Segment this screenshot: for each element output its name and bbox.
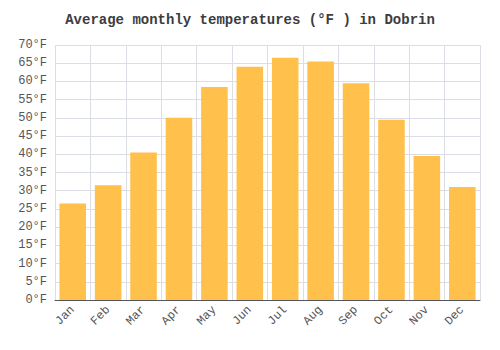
svg-text:55°F: 55°F [18,93,47,107]
svg-text:Nov: Nov [407,303,432,328]
svg-text:Oct: Oct [371,303,396,328]
svg-text:Jun: Jun [230,303,255,328]
svg-text:Average monthly temperatures (: Average monthly temperatures (°F ) in Do… [65,12,435,28]
svg-text:15°F: 15°F [18,238,47,252]
svg-text:70°F: 70°F [18,38,47,52]
svg-text:May: May [194,303,219,328]
svg-text:Feb: Feb [88,303,113,328]
svg-text:Jul: Jul [265,303,290,328]
svg-text:5°F: 5°F [25,275,47,289]
svg-text:45°F: 45°F [18,129,47,143]
svg-text:Aug: Aug [300,303,325,328]
svg-text:Jan: Jan [53,303,78,328]
svg-text:Dec: Dec [442,303,467,328]
svg-text:Mar: Mar [123,303,148,328]
svg-text:65°F: 65°F [18,56,47,70]
svg-text:Sep: Sep [336,303,361,328]
svg-text:40°F: 40°F [18,147,47,161]
svg-text:25°F: 25°F [18,202,47,216]
svg-text:50°F: 50°F [18,111,47,125]
svg-text:20°F: 20°F [18,220,47,234]
svg-text:10°F: 10°F [18,257,47,271]
svg-text:Apr: Apr [159,303,184,328]
svg-text:35°F: 35°F [18,166,47,180]
svg-text:60°F: 60°F [18,74,47,88]
svg-text:30°F: 30°F [18,184,47,198]
svg-text:0°F: 0°F [25,293,47,307]
